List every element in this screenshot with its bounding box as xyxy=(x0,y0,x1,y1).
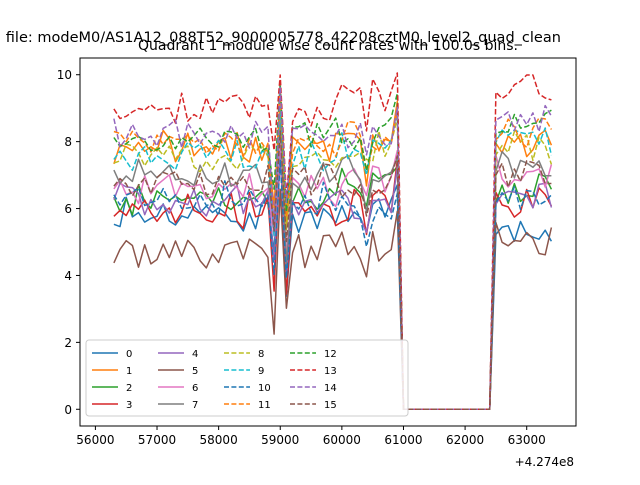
legend-label-11: 11 xyxy=(258,400,271,411)
legend-label-12: 12 xyxy=(324,349,337,360)
x-tick-label: 58000 xyxy=(200,433,238,447)
x-tick-label: 56000 xyxy=(76,433,114,447)
legend-label-4: 4 xyxy=(192,349,198,360)
y-tick-label: 4 xyxy=(64,269,72,283)
axes-frame xyxy=(79,57,577,427)
series-line-11 xyxy=(113,90,553,411)
chart-suptitle: n file: modeM0/AS1A12_088T52_9000005778_… xyxy=(0,30,561,46)
chart-title: Quadrant 1 module wise count rates with … xyxy=(138,38,518,54)
series-line-13 xyxy=(113,72,552,411)
legend-label-0: 0 xyxy=(126,349,132,360)
legend-label-8: 8 xyxy=(258,349,264,360)
series-line-15 xyxy=(113,130,552,411)
x-tick-label: 59000 xyxy=(261,433,299,447)
x-tick-label: 61000 xyxy=(384,433,422,447)
legend-label-15: 15 xyxy=(324,400,337,411)
x-tick-label: 62000 xyxy=(446,433,484,447)
y-tick-label: 8 xyxy=(64,135,72,149)
y-tick-label: 2 xyxy=(64,336,72,350)
legend-label-1: 1 xyxy=(126,366,132,377)
legend-label-14: 14 xyxy=(324,383,337,394)
series-line-14 xyxy=(113,86,553,411)
x-tick-label: 63000 xyxy=(508,433,546,447)
legend-label-13: 13 xyxy=(324,366,337,377)
y-tick-label: 0 xyxy=(64,403,72,417)
axes: 56000 57000 58000 59000 60000 61000 62000 63000… xyxy=(57,57,577,447)
x-tick-label: 57000 xyxy=(138,433,176,447)
legend-label-2: 2 xyxy=(126,383,132,394)
y-tick-label: 6 xyxy=(64,202,72,216)
y-tick-label: 10 xyxy=(57,68,72,82)
legend-box xyxy=(85,339,409,417)
legend-label-9: 9 xyxy=(258,366,264,377)
legend-label-3: 3 xyxy=(126,400,132,411)
legend-label-5: 5 xyxy=(192,366,198,377)
legend-label-6: 6 xyxy=(192,383,198,394)
x-offset-label: +4.274e8 xyxy=(515,455,574,469)
plot-area xyxy=(113,72,553,411)
x-tick-label: 60000 xyxy=(323,433,361,447)
legend-label-7: 7 xyxy=(192,400,198,411)
legend-label-10: 10 xyxy=(258,383,271,394)
